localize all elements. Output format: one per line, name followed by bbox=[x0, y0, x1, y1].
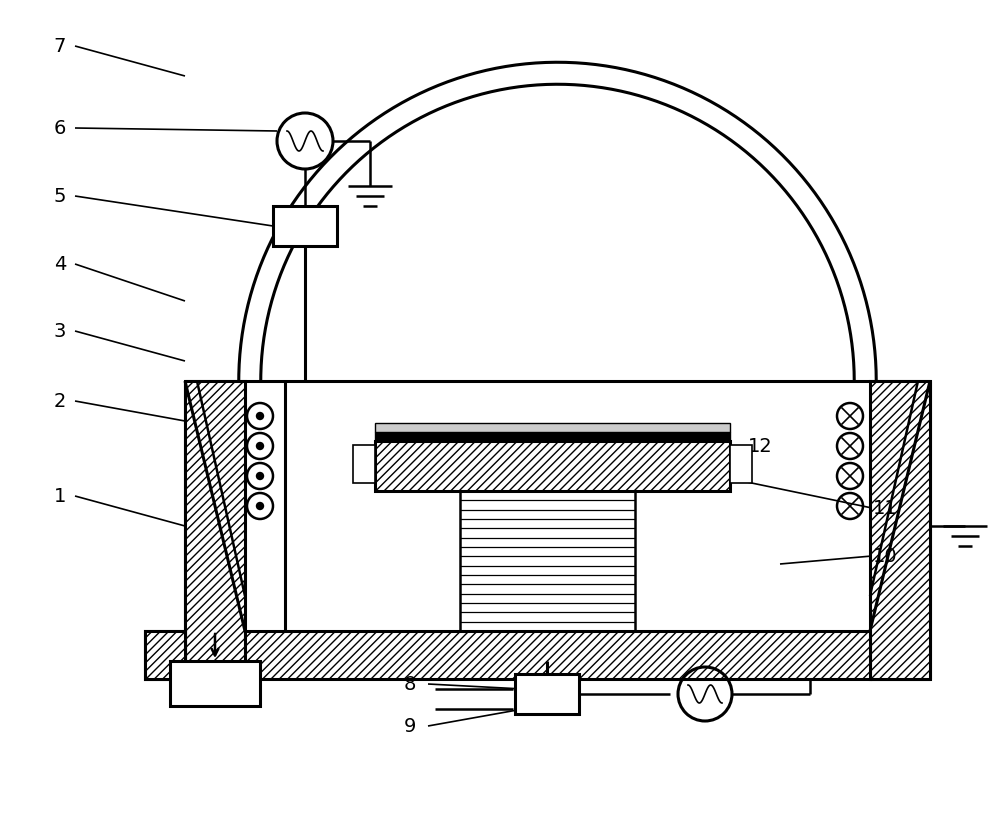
Bar bbox=[273, 206, 337, 247]
Circle shape bbox=[256, 413, 264, 420]
Text: 4: 4 bbox=[54, 255, 66, 274]
Text: 1: 1 bbox=[54, 487, 66, 506]
Bar bbox=[375, 441, 730, 492]
Text: 9: 9 bbox=[404, 716, 416, 736]
Circle shape bbox=[256, 503, 264, 510]
Text: 7: 7 bbox=[54, 38, 66, 57]
Bar bbox=[170, 661, 260, 706]
Bar bbox=[460, 492, 635, 631]
Bar bbox=[245, 631, 870, 679]
Bar bbox=[185, 381, 245, 679]
Text: Pump: Pump bbox=[194, 676, 237, 691]
Bar bbox=[353, 446, 375, 483]
Circle shape bbox=[256, 443, 264, 450]
Text: 5: 5 bbox=[54, 187, 66, 206]
Bar bbox=[375, 432, 730, 441]
Text: 12: 12 bbox=[748, 437, 772, 456]
Text: 10: 10 bbox=[873, 547, 897, 566]
Text: 11: 11 bbox=[873, 499, 897, 517]
Bar bbox=[375, 424, 730, 432]
Bar bbox=[870, 381, 930, 679]
Bar bbox=[515, 674, 579, 714]
Bar bbox=[145, 631, 185, 679]
Text: 3: 3 bbox=[54, 322, 66, 341]
Bar bbox=[730, 446, 752, 483]
Bar bbox=[145, 631, 185, 679]
Text: 6: 6 bbox=[54, 120, 66, 138]
Text: 2: 2 bbox=[54, 392, 66, 411]
Text: 8: 8 bbox=[404, 675, 416, 694]
Circle shape bbox=[256, 473, 264, 480]
